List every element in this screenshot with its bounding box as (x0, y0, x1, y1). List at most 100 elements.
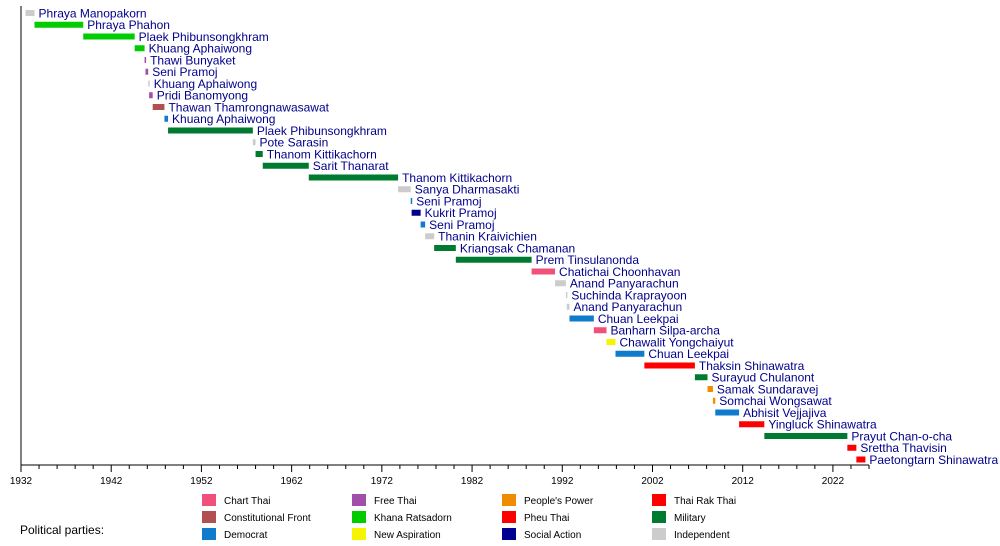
term-label: Seni Pramoj (416, 194, 481, 208)
term-label: Chatichai Choonhavan (559, 265, 680, 279)
legend-swatch (652, 494, 666, 506)
term-bar (455, 256, 532, 263)
legend-label: Constitutional Front (224, 513, 311, 524)
legend-label: Democrat (224, 530, 268, 541)
term-label: Seni Pramoj (152, 65, 217, 79)
legend-swatch (502, 511, 516, 523)
term-bar (168, 127, 253, 134)
term-bar (411, 209, 421, 216)
term-bar (145, 68, 149, 75)
term-label: Anand Panyarachun (573, 300, 682, 314)
term-label: Phraya Manopakorn (39, 6, 147, 20)
term-bar (425, 233, 435, 240)
legend-swatch (652, 511, 666, 523)
x-tick-label: 1992 (551, 476, 574, 487)
term-bar (255, 151, 263, 157)
term-label: Thanom Kittikachorn (402, 171, 512, 185)
term-bar (715, 409, 740, 416)
term-bar (262, 162, 309, 169)
legend-label: Khana Ratsadorn (374, 513, 452, 524)
term-bar (152, 104, 165, 110)
term-label: Somchai Wongsawat (719, 394, 832, 408)
legend-label: Pheu Thai (524, 513, 569, 524)
term-bar (847, 444, 857, 451)
term-label: Thanom Kittikachorn (267, 147, 377, 161)
term-bar (134, 45, 145, 52)
legend-label: Free Thai (374, 496, 417, 507)
term-bar (615, 350, 645, 357)
term-bar (764, 433, 848, 439)
term-label: Sanya Dharmasakti (415, 183, 520, 197)
legend-swatch (502, 494, 516, 506)
x-tick-label: 1932 (10, 476, 33, 487)
legend-swatch (502, 528, 516, 540)
term-label: Sarit Thanarat (313, 159, 389, 173)
x-tick-label: 1962 (281, 476, 304, 487)
term-label: Khuang Aphaiwong (172, 112, 275, 126)
x-tick-label: 2002 (641, 476, 664, 487)
x-tick-label: 1952 (190, 476, 213, 487)
term-bar (308, 174, 399, 181)
term-label: Chawalit Yongchaiyut (620, 335, 735, 349)
legend-swatch (352, 528, 366, 540)
term-label: Surayud Chulanont (712, 371, 815, 385)
term-label: Phraya Phahon (87, 18, 170, 32)
x-tick-label: 1982 (461, 476, 484, 487)
term-label: Samak Sundaravej (717, 382, 818, 396)
legend-label: New Aspiration (374, 530, 441, 541)
term-label: Plaek Phibunsongkhram (139, 30, 269, 44)
term-bar (555, 280, 566, 287)
term-label: Prayut Chan-o-cha (851, 429, 952, 443)
term-bar (531, 268, 556, 275)
term-label: Chuan Leekpai (648, 347, 729, 361)
term-bar (565, 292, 568, 298)
term-label: Khuang Aphaiwong (154, 77, 257, 91)
x-tick-label: 2022 (822, 476, 845, 487)
legend-swatch (202, 511, 216, 523)
term-label: Pridi Banomyong (157, 89, 248, 103)
legend-label: Military (674, 513, 706, 524)
term-bar (593, 327, 607, 334)
legend-label: Independent (674, 530, 730, 541)
term-label: Thanin Kraivichien (438, 230, 537, 244)
legend-title: Political parties: (20, 523, 104, 537)
term-bar (83, 33, 135, 40)
term-bar (398, 186, 411, 193)
term-label: Thaksin Shinawatra (699, 359, 805, 373)
term-label: Pote Sarasin (260, 136, 329, 150)
term-label: Banharn Silpa-archa (610, 324, 720, 338)
term-bar (712, 397, 716, 404)
term-label: Srettha Thavisin (860, 441, 947, 455)
term-label: Prem Tinsulanonda (536, 253, 640, 267)
legend-swatch (652, 528, 666, 540)
legend-swatch (352, 511, 366, 523)
term-label: Anand Panyarachun (570, 277, 679, 291)
term-bar (434, 245, 456, 251)
legend-swatch (352, 494, 366, 506)
term-bar (144, 57, 147, 63)
x-tick-label: 2012 (732, 476, 755, 487)
legend: Political parties: Chart Thai Constitution… (20, 494, 736, 541)
term-bar (25, 10, 35, 16)
legend-label: Thai Rak Thai (674, 496, 736, 507)
term-bar (252, 139, 256, 146)
term-bar (566, 303, 570, 310)
x-tick-label: 1942 (100, 476, 123, 487)
term-bar (644, 362, 695, 369)
term-bar (694, 374, 708, 381)
term-label: Abhisit Vejjajiva (743, 406, 827, 420)
term-bar (420, 221, 426, 228)
term-bar (606, 339, 616, 345)
term-bar (410, 198, 413, 204)
term-label: Suchinda Kraprayoon (571, 288, 686, 302)
legend-swatch (202, 528, 216, 540)
term-bar (34, 21, 84, 28)
term-label: Seni Pramoj (429, 218, 494, 232)
term-label: Chuan Leekpai (598, 312, 679, 326)
legend-label: Chart Thai (224, 496, 271, 507)
term-label: Kukrit Pramoj (425, 206, 497, 220)
term-bar (164, 115, 169, 122)
term-label: Thawi Bunyaket (150, 53, 236, 67)
